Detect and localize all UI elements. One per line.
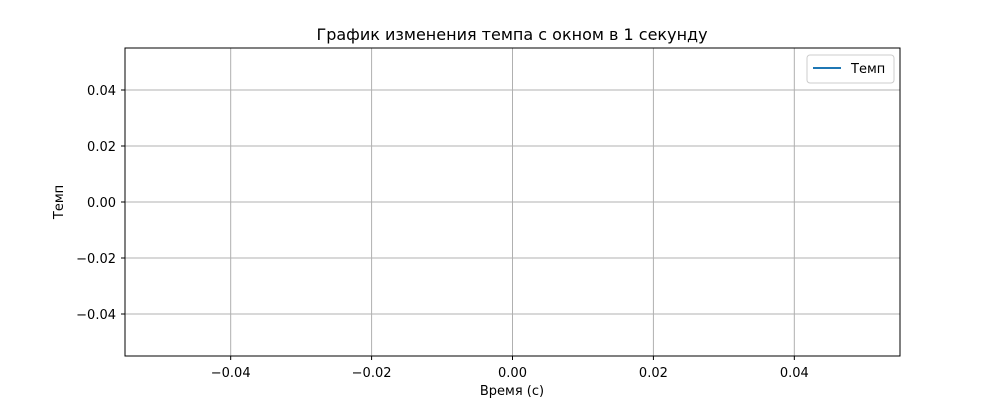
y-tick-label: 0.02 bbox=[87, 140, 116, 155]
x-tick-label: 0.00 bbox=[498, 366, 527, 381]
x-tick-label: 0.02 bbox=[639, 366, 668, 381]
x-axis-label: Время (с) bbox=[480, 384, 544, 399]
x-tick-label: −0.02 bbox=[352, 366, 392, 381]
chart-title: График изменения темпа с окном в 1 секун… bbox=[316, 25, 707, 44]
legend-box bbox=[806, 54, 895, 84]
legend-entry: Темп bbox=[850, 62, 885, 77]
x-tick-label: 0.04 bbox=[780, 366, 809, 381]
y-tick-label: −0.04 bbox=[76, 308, 116, 323]
y-axis-label: Темп bbox=[52, 185, 67, 220]
x-tick-label: −0.04 bbox=[211, 366, 251, 381]
legend: Темп bbox=[806, 54, 895, 84]
y-axis: 0.04 0.02 0.00 −0.02 −0.04 bbox=[76, 84, 125, 323]
grid bbox=[125, 48, 900, 356]
y-tick-label: −0.02 bbox=[76, 252, 116, 267]
y-tick-label: 0.00 bbox=[87, 196, 116, 211]
y-tick-label: 0.04 bbox=[87, 84, 116, 99]
x-axis: −0.04 −0.02 0.00 0.02 0.04 bbox=[211, 356, 809, 381]
